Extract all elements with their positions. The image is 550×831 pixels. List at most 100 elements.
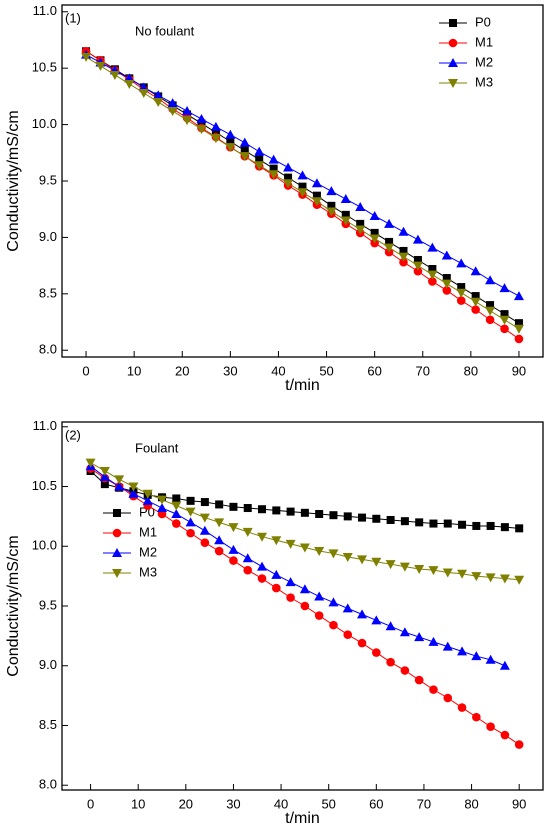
marker	[356, 219, 365, 228]
legend-label: P0	[475, 14, 491, 29]
marker	[428, 277, 437, 286]
marker	[298, 182, 307, 191]
marker	[167, 98, 178, 108]
marker	[214, 518, 225, 528]
marker	[214, 535, 225, 545]
marker	[225, 129, 236, 139]
marker	[297, 188, 308, 198]
plot-frame	[61, 4, 544, 358]
y-axis-label: Conductivity/mS/cm	[5, 110, 22, 251]
x-axis-label: t/min	[285, 377, 320, 394]
marker	[357, 555, 368, 565]
marker	[200, 498, 209, 507]
marker	[470, 297, 481, 307]
x-tick-label: 90	[512, 796, 526, 811]
marker	[457, 283, 466, 292]
marker	[428, 265, 437, 273]
marker	[442, 274, 451, 283]
marker	[128, 488, 139, 498]
legend-marker	[449, 19, 457, 27]
marker	[314, 591, 325, 601]
x-tick-label: 60	[369, 796, 383, 811]
marker	[315, 510, 324, 518]
marker	[239, 137, 250, 147]
marker	[414, 632, 425, 642]
marker	[471, 651, 482, 661]
marker	[211, 128, 220, 137]
marker	[182, 116, 193, 126]
y-tick-label: 10.5	[32, 60, 57, 75]
marker	[243, 504, 252, 513]
marker	[358, 513, 367, 522]
marker	[185, 507, 196, 517]
marker	[384, 218, 395, 228]
marker	[171, 519, 181, 528]
x-tick-label: 10	[127, 363, 141, 378]
legend-label: M2	[139, 544, 157, 559]
y-axis-label: Conductivity/mS/cm	[5, 535, 22, 676]
marker	[284, 173, 293, 182]
x-tick-label: 20	[175, 363, 189, 378]
legend-marker	[112, 528, 122, 538]
marker	[268, 170, 279, 180]
y-tick-label: 8.5	[39, 285, 57, 300]
marker	[272, 583, 281, 593]
marker	[486, 301, 495, 310]
marker	[312, 191, 321, 200]
marker	[326, 207, 337, 217]
marker	[311, 178, 322, 188]
series-line	[90, 470, 520, 529]
marker	[226, 137, 235, 146]
marker	[285, 577, 296, 587]
marker	[239, 152, 250, 162]
marker	[514, 740, 524, 749]
x-tick-label: 80	[464, 363, 478, 378]
marker	[299, 584, 310, 594]
marker	[124, 79, 135, 89]
y-tick-label: 11.0	[33, 3, 57, 18]
marker	[341, 210, 350, 219]
marker	[199, 513, 210, 523]
marker	[171, 501, 182, 511]
marker	[429, 685, 438, 694]
marker	[257, 561, 268, 571]
marker	[412, 261, 423, 271]
marker	[271, 569, 282, 579]
y-tick-label: 9.5	[39, 597, 57, 612]
marker	[500, 730, 510, 740]
marker	[228, 523, 239, 533]
marker	[513, 324, 524, 334]
marker	[399, 246, 408, 255]
x-tick-label: 0	[82, 363, 89, 378]
y-tick-label: 9.0	[39, 657, 57, 672]
marker	[413, 255, 422, 264]
marker	[442, 286, 452, 295]
marker	[355, 225, 366, 235]
legend-label: M1	[475, 34, 493, 49]
x-tick-label: 30	[223, 363, 237, 378]
marker	[214, 546, 224, 556]
marker	[515, 524, 524, 533]
marker	[128, 482, 139, 492]
marker	[114, 481, 125, 491]
marker	[182, 106, 193, 116]
marker	[257, 532, 268, 542]
x-tick-label: 70	[417, 796, 431, 811]
marker	[441, 279, 452, 289]
marker	[229, 556, 238, 565]
marker	[286, 593, 295, 602]
marker	[414, 675, 424, 685]
marker	[500, 310, 509, 319]
x-tick-label: 10	[131, 796, 145, 811]
marker	[329, 620, 338, 630]
marker	[272, 506, 281, 515]
marker	[326, 186, 337, 196]
marker	[314, 547, 325, 557]
marker	[342, 603, 353, 613]
marker	[443, 519, 452, 528]
marker	[311, 197, 322, 207]
marker	[398, 226, 409, 236]
y-tick-label: 9.5	[39, 172, 57, 187]
marker	[210, 121, 221, 131]
marker	[514, 575, 525, 585]
